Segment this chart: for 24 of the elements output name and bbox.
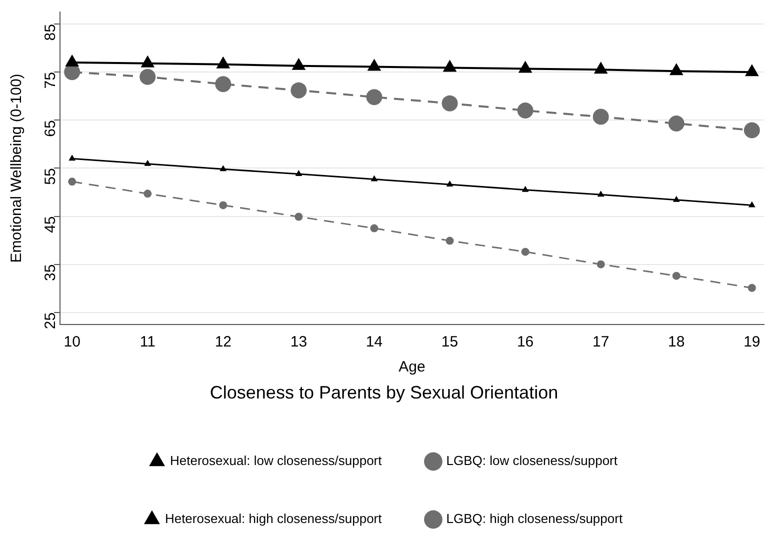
x-tick-label: 17 xyxy=(592,334,610,351)
x-tick-label: 13 xyxy=(290,334,308,351)
x-tick-label: 16 xyxy=(516,334,534,351)
legend-label: Heterosexual: low closeness/support xyxy=(170,453,382,468)
y-axis-title: Emotional Wellbeing (0-100) xyxy=(8,74,26,263)
y-tick-label: 65 xyxy=(42,120,60,137)
y-tick-label: 25 xyxy=(42,312,60,330)
legend-label: LGBQ: low closeness/support xyxy=(446,453,618,468)
x-tick-label: 11 xyxy=(140,334,156,351)
x-tick-label: 19 xyxy=(744,334,760,351)
y-tick-label: 55 xyxy=(42,168,60,185)
legend-title: Closeness to Parents by Sexual Orientation xyxy=(210,382,558,402)
legend-label: Heterosexual: high closeness/support xyxy=(164,511,382,526)
x-tick-label: 10 xyxy=(64,334,80,351)
y-tick-label: 85 xyxy=(42,24,60,41)
y-tick-label: 75 xyxy=(42,72,60,89)
x-tick-label: 12 xyxy=(214,334,232,351)
x-tick-label: 14 xyxy=(366,334,383,351)
legend-label: LGBQ: high closeness/support xyxy=(446,511,623,526)
y-tick-label: 35 xyxy=(42,264,60,282)
x-tick-label: 18 xyxy=(668,334,685,351)
x-axis-title: Age xyxy=(398,358,426,376)
x-tick-label: 15 xyxy=(441,334,458,351)
y-tick-label: 45 xyxy=(42,216,60,233)
